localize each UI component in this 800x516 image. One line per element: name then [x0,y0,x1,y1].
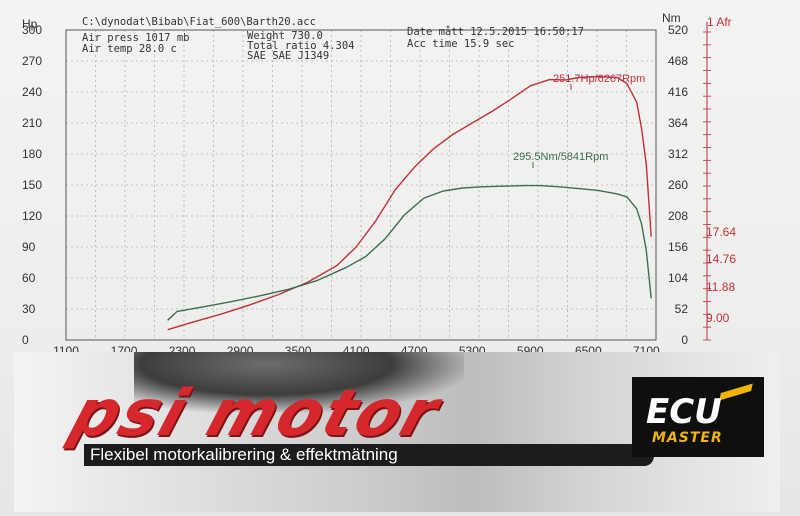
y-tick-label-afr: 17.64 [706,225,736,239]
y-tick-label-hp: 120 [22,209,42,223]
y-tick-label-nm: 260 [668,178,688,192]
x-tick-label: 1700 [111,344,138,352]
plot-border [65,29,657,341]
test-date: Date mått 12.5.2015 16:50:17 [407,26,585,38]
y-tick-label-nm: 208 [668,209,688,223]
y-tick-label-hp: 300 [22,23,42,37]
y-tick-label-hp: 0 [22,333,29,347]
car-photo-background [134,352,464,412]
sae-standard: SAE SAE J1349 [247,50,330,62]
y-tick-label-nm: 0 [681,333,688,347]
y-tick-label-hp: 210 [22,116,42,130]
annotation-peak-nm: 295.5Nm/5841Rpm [513,151,608,163]
file-path: C:\dynodat\Bibab\Fiat_600\Barth20.acc [82,16,316,28]
x-tick-label: 7100 [633,344,660,352]
air-temp: Air temp 28.0 c [82,43,177,55]
y-tick-label-hp: 150 [22,178,42,192]
y-tick-label-nm: 52 [675,302,689,316]
air-press: Air press 1017 mb [82,32,190,44]
x-tick-label: 1100 [53,344,79,352]
y-tick-label-afr: 9.00 [706,311,730,325]
y-tick-label-nm: 520 [668,23,688,37]
series-line-hp [167,75,652,331]
annotation-peak-hp: 251.7Hp/6267Rpm [553,73,645,85]
x-tick-label: 4700 [401,344,428,352]
y-axis-label-nm: Nm [662,11,681,25]
chart-frame [65,22,711,341]
y-tick-label-hp: 180 [22,147,42,161]
y-axis-label-afr: 1 Afr [707,15,732,29]
x-tick-label: 5300 [459,344,486,352]
x-tick-label: 2300 [169,344,196,352]
x-tick-label: 5900 [517,344,544,352]
x-tick-label: 3500 [285,344,312,352]
x-tick-label: 4100 [343,344,370,352]
chart-lines [167,75,652,331]
y-tick-label-hp: 240 [22,85,42,99]
y-tick-label-hp: 30 [22,302,36,316]
x-tick-label: 2900 [227,344,254,352]
tagline: Flexibel motorkalibrering & effektmätnin… [90,445,398,464]
ecu-master-text: MASTER [652,430,723,446]
y-axis-label-hp: Hp [22,17,38,31]
y-tick-label-hp: 270 [22,54,42,68]
ecu-logo-text: ECU [646,392,722,432]
y-tick-label-nm: 156 [668,240,688,254]
x-tick-label: 6500 [575,344,602,352]
total-ratio: Total ratio 4.304 [247,40,355,52]
y-tick-label-nm: 312 [668,147,688,161]
weight: Weight 730.0 [247,30,323,42]
y-tick-label-nm: 104 [668,271,688,285]
y-tick-label-nm: 468 [668,54,688,68]
y-tick-label-nm: 416 [668,85,688,99]
y-tick-label-nm: 364 [668,116,688,130]
y-tick-label-afr: 14.76 [706,252,736,266]
y-tick-label-hp: 60 [22,271,36,285]
psi-motor-logo: psi motor [61,377,449,451]
y-tick-label-hp: 90 [22,240,36,254]
series-line-nm [167,184,652,321]
acc-time: Acc time 15.9 sec [407,38,515,50]
tagline-bar [84,444,654,466]
y-tick-label-afr: 11.88 [706,280,735,294]
